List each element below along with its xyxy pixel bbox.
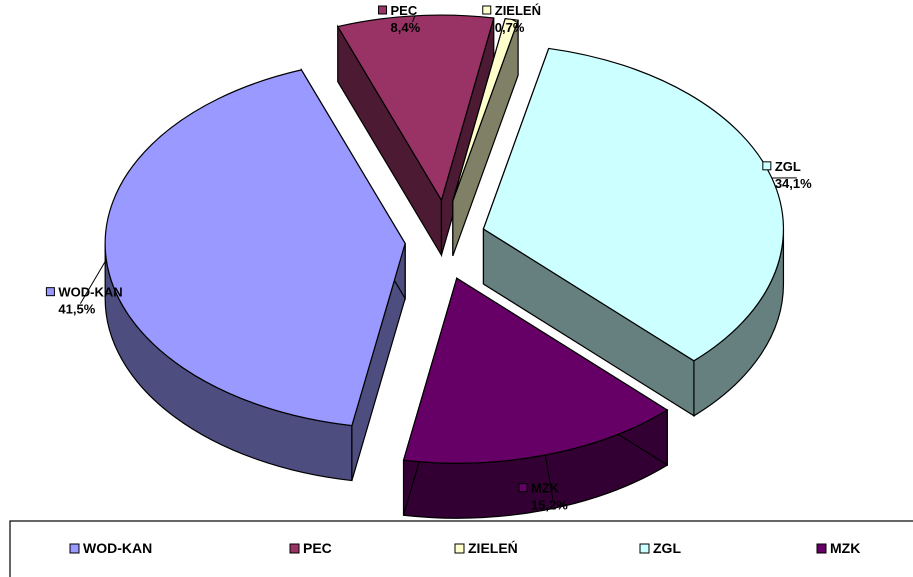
data-label-category-mzk: MZK [531,481,560,496]
data-label-category-ziele: ZIELEŃ [495,3,541,18]
data-label-category-zgl: ZGL [775,159,801,174]
legend-label-mzk: MZK [830,540,860,556]
leader-line-mzk [544,454,554,500]
legend-label-ziele: ZIELEŃ [468,540,518,556]
slice-pec [336,14,495,258]
legend-swatch-mzk [816,543,827,554]
label-swatch-zgl [762,161,772,171]
legend-swatch-pec [289,543,300,554]
data-label-value-pec: 8,4% [391,20,421,35]
legend: WOD-KAN PEC ZIELEŃ ZGL MZK [9,520,913,577]
slice-wod-kan [104,67,406,482]
label-swatch-mzk [518,483,528,493]
leader-lines [79,15,797,500]
pie-slices [104,14,785,519]
label-swatch-pec [378,5,388,15]
slice-top-ziele [452,17,519,201]
data-label-value-zgl: 34,1% [775,176,812,191]
slice-mzk [402,277,669,519]
data-label-category-wod-kan: WOD-KAN [58,285,122,300]
leader-line-wod-kan [79,259,107,304]
slice-top-zgl [482,47,785,362]
legend-label-pec: PEC [303,540,332,556]
legend-label-zgl: ZGL [653,540,681,556]
data-labels: WOD-KAN 41,5% PEC 8,4% ZIELEŃ 0,7% ZGL 34,1% MZK… [45,3,812,513]
data-label-value-wod-kan: 41,5% [58,302,95,317]
legend-swatch-wod-kan [69,543,80,554]
label-swatch-ziele [482,5,492,15]
data-label-category-pec: PEC [391,3,418,18]
legend-swatch-zgl [639,543,650,554]
leader-line-ziele [511,18,517,23]
data-label-value-mzk: 15,2% [531,498,568,513]
legend-swatch-ziele [454,543,465,554]
slice-zgl [482,47,785,417]
data-label-value-ziele: 0,7% [495,20,525,35]
leader-line-pec [412,15,416,23]
label-swatch-wod-kan [45,287,55,297]
slice-ziele [452,17,519,256]
legend-label-wod-kan: WOD-KAN [83,540,152,556]
slice-top-wod-kan [104,69,406,427]
